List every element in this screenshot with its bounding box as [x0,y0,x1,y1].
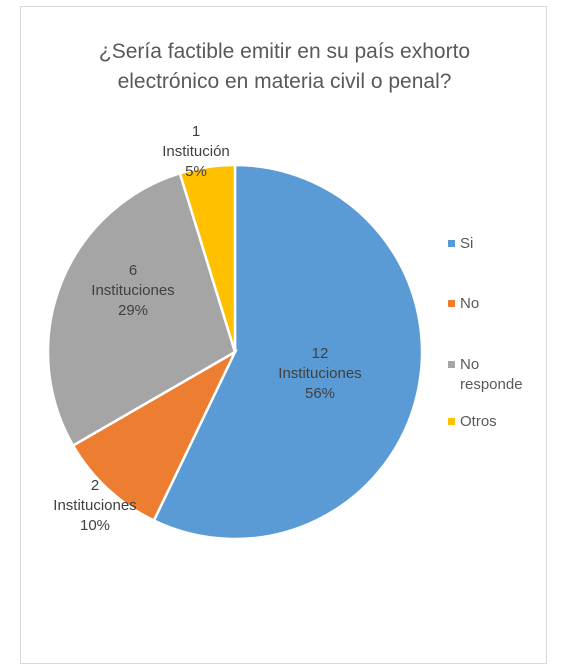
slice-label-line: 29% [118,302,148,319]
legend-swatch [448,240,455,247]
slice-label-line: Instituciones [278,365,361,382]
slice-label-line: Instituciones [53,497,136,514]
chart-title-line-1: ¿Sería factible emitir en su país exhort… [98,40,471,63]
legend-entry: Si [460,235,473,252]
slice-label-si: 12 Instituciones 56% [278,345,361,402]
chart-title-line-2: electrónico en materia civil o penal? [117,70,452,93]
slice-label-line: 6 [129,262,137,279]
pie-slice-no-responde [46,171,237,448]
slice-label-line: 1 [192,123,200,140]
slice-label-line: 12 [312,345,329,362]
slice-label-line: 5% [185,163,207,180]
slice-label-line: 2 [91,477,99,494]
legend-entry: No responde [460,356,523,393]
legend-entry-line: No [460,295,479,312]
legend-entry-line: Si [460,235,473,252]
legend-entry: Otros [460,413,497,430]
legend-entry: No [460,295,479,312]
pie-slice-no [71,348,238,523]
pie-slice-si [152,163,424,541]
legend-entry-line: responde [460,376,523,393]
slice-label-line: Institución [162,143,230,160]
legend-swatch [448,418,455,425]
slice-label-no: 2 Instituciones 10% [53,477,136,534]
legend-entry-line: Otros [460,413,497,430]
legend-swatch [448,361,455,368]
chart-title: ¿Sería factible emitir en su país exhort… [21,37,548,97]
pie-slice-otros [178,163,237,353]
slice-label-line: Instituciones [91,282,174,299]
slice-label-otros: 1 Institución 5% [162,123,230,180]
legend-entry-line: No [460,356,479,373]
slice-label-line: 10% [80,517,110,534]
slice-label-no-responde: 6 Instituciones 29% [91,262,174,319]
slice-label-line: 56% [305,385,335,402]
legend-swatch [448,300,455,307]
